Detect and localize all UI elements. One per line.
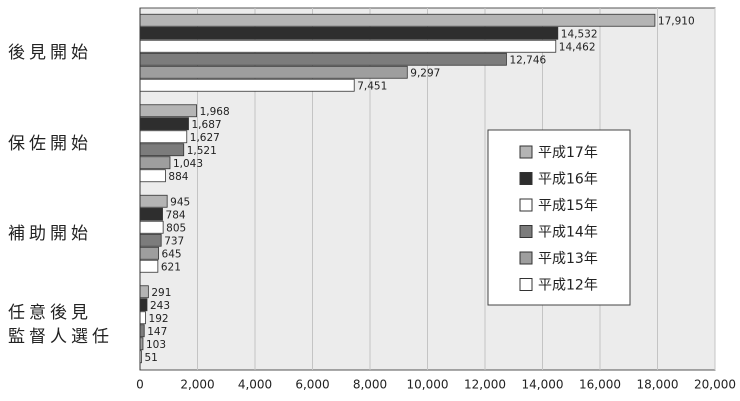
value-label: 884 xyxy=(168,171,188,183)
bar xyxy=(139,285,149,299)
x-tick-label: 14,000 xyxy=(522,378,564,392)
x-tick-label: 2,000 xyxy=(180,378,214,392)
bar xyxy=(139,26,559,40)
x-tick-label: 18,000 xyxy=(637,378,679,392)
value-label: 12,746 xyxy=(509,54,546,66)
category-label: 任意後見 監督人選任 xyxy=(8,302,113,347)
x-tick-label: 20,000 xyxy=(694,378,736,392)
bar xyxy=(139,39,557,53)
bar xyxy=(139,78,355,92)
legend-label: 平成17年 xyxy=(538,145,598,161)
value-label: 645 xyxy=(162,248,182,260)
bar xyxy=(139,130,188,144)
value-label: 1,521 xyxy=(187,145,217,157)
value-label: 291 xyxy=(151,287,171,299)
bar xyxy=(139,65,408,79)
value-label: 9,297 xyxy=(410,67,440,79)
bar xyxy=(139,143,185,157)
value-label: 17,910 xyxy=(658,15,695,27)
legend-label: 平成14年 xyxy=(538,225,598,241)
value-label: 737 xyxy=(164,235,184,247)
value-label: 621 xyxy=(161,261,181,273)
bar xyxy=(139,233,162,247)
legend-box xyxy=(487,129,631,306)
category-label: 後見開始 xyxy=(8,43,92,64)
value-label: 14,532 xyxy=(561,28,598,40)
bar xyxy=(139,207,163,221)
x-tick-label: 10,000 xyxy=(407,378,449,392)
legend-swatch xyxy=(519,145,533,159)
bar xyxy=(139,311,146,325)
bar xyxy=(139,298,148,312)
x-tick-label: 8,000 xyxy=(353,378,387,392)
bar xyxy=(139,117,189,131)
value-label: 14,462 xyxy=(559,41,596,53)
value-label: 243 xyxy=(150,300,170,312)
bar xyxy=(139,169,166,183)
legend-label: 平成12年 xyxy=(538,278,598,294)
category-label: 保佐開始 xyxy=(8,133,92,154)
value-label: 147 xyxy=(147,326,167,338)
value-label: 192 xyxy=(149,313,169,325)
bar xyxy=(139,13,656,27)
bar xyxy=(139,324,145,338)
x-tick-label: 0 xyxy=(136,378,144,392)
x-tick-label: 4,000 xyxy=(238,378,272,392)
category-label: 補助開始 xyxy=(8,224,92,245)
x-tick-label: 12,000 xyxy=(464,378,506,392)
bar xyxy=(139,156,171,170)
legend-swatch xyxy=(519,172,533,185)
value-label: 1,627 xyxy=(190,132,220,144)
legend-swatch xyxy=(519,225,533,238)
legend-swatch xyxy=(519,251,533,265)
legend-label: 平成16年 xyxy=(538,172,598,188)
value-label: 1,687 xyxy=(192,119,222,131)
x-tick-label: 16,000 xyxy=(579,378,621,392)
legend-label: 平成13年 xyxy=(538,251,598,267)
value-label: 103 xyxy=(146,339,166,351)
value-label: 51 xyxy=(144,352,157,364)
bar xyxy=(139,104,197,118)
bar xyxy=(139,194,168,208)
bar xyxy=(139,220,164,234)
value-label: 1,968 xyxy=(200,106,230,118)
value-label: 1,043 xyxy=(173,158,203,170)
value-label: 805 xyxy=(166,222,186,234)
value-label: 945 xyxy=(170,196,190,208)
value-label: 7,451 xyxy=(357,80,387,92)
x-tick-label: 6,000 xyxy=(295,378,329,392)
bar xyxy=(139,246,159,260)
bar xyxy=(139,259,159,273)
legend-label: 平成15年 xyxy=(538,198,598,214)
value-label: 784 xyxy=(166,209,186,221)
legend-swatch xyxy=(519,278,533,291)
legend-swatch xyxy=(519,198,533,212)
bar xyxy=(139,52,507,66)
